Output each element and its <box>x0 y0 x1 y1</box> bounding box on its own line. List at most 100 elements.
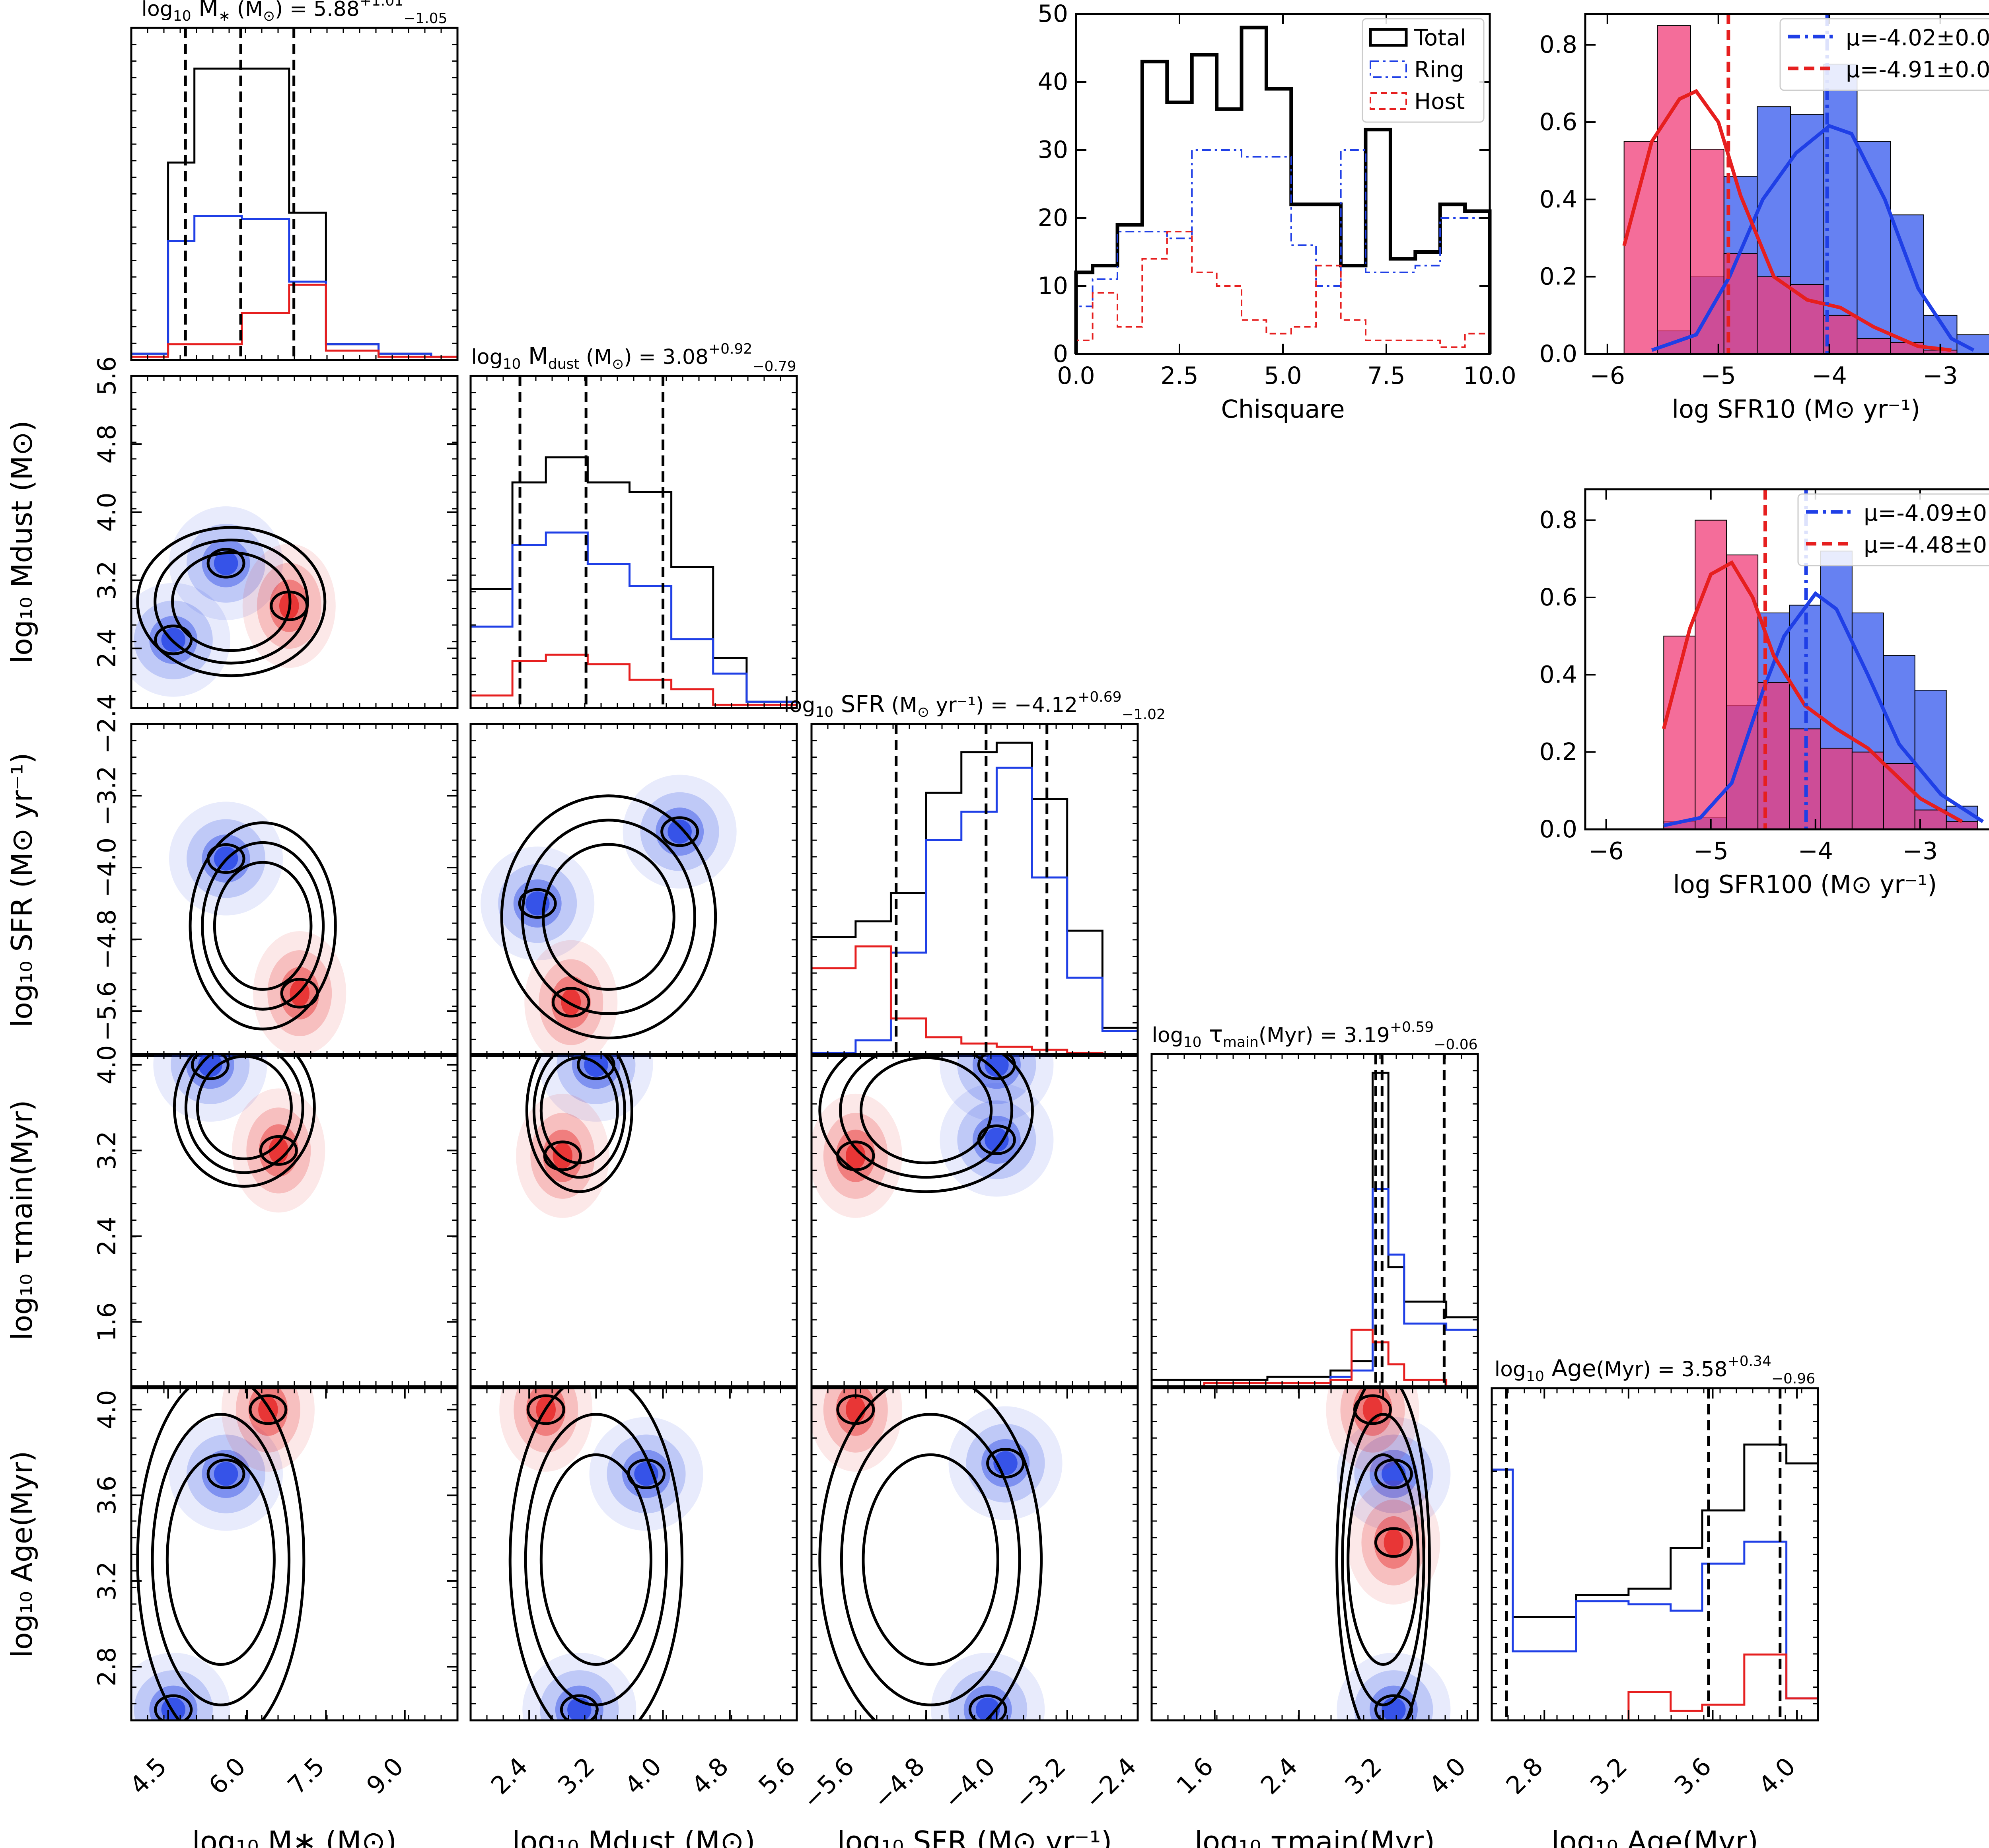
x-tick-label: −6 <box>1588 837 1623 865</box>
x-tick-label: 1.6 <box>1171 1752 1219 1800</box>
series-ring <box>1075 149 1491 354</box>
contour-level <box>196 1055 293 1161</box>
contour-level <box>136 1388 306 1720</box>
contour-level <box>151 1413 291 1706</box>
joint-density <box>499 1388 703 1720</box>
contour-peak <box>977 1124 1016 1155</box>
marginal-mdust-host <box>469 654 798 708</box>
host-bar <box>1890 342 1924 355</box>
contour-level <box>839 1054 1014 1179</box>
contour-peak <box>1374 1527 1413 1558</box>
y-axis-label-sfr: log₁₀ SFR (M⊙ yr⁻¹) <box>5 753 39 1027</box>
panel-frame <box>1491 1387 1819 1722</box>
joint-mstar-tau <box>130 1053 459 1387</box>
y-tick-label: 0 <box>1053 340 1068 368</box>
host-density <box>812 1388 902 1472</box>
x-tick-label: −3.2 <box>1008 1752 1071 1815</box>
x-tick-label: 4.5 <box>124 1752 172 1800</box>
y-tick-label: 0.6 <box>1539 584 1577 611</box>
host-bar <box>1690 149 1724 354</box>
contour-level <box>508 1388 683 1720</box>
contour-level <box>862 1453 999 1666</box>
x-tick-label: 2.4 <box>485 1752 533 1800</box>
contour-peak <box>526 1394 565 1425</box>
contour-level <box>136 526 327 677</box>
marginal-mdust-ring <box>469 531 798 708</box>
joint-mdust-tau <box>469 1053 798 1387</box>
contour-peak <box>206 1458 245 1489</box>
x-tick-label: 3.2 <box>1339 1752 1387 1800</box>
contour-level <box>521 819 696 1015</box>
marginal-age-host <box>1492 1653 1819 1722</box>
contour-level <box>1341 1413 1425 1706</box>
corner-plot <box>130 27 1819 1722</box>
ring-density <box>634 1462 658 1486</box>
contour-peak <box>551 987 590 1018</box>
contour-level <box>818 1388 1043 1720</box>
ring-density <box>214 1462 238 1486</box>
joint-mdust-age <box>469 1387 798 1722</box>
host-kde <box>1622 89 1952 352</box>
legend-label-ring: μ=-4.09±0.03 <box>1864 500 1989 526</box>
x-tick-label: 2.4 <box>1255 1752 1303 1800</box>
host-density <box>1326 1388 1419 1472</box>
y-tick-label: 0.0 <box>1539 340 1577 368</box>
x-tick-label: 9.0 <box>361 1752 409 1800</box>
legend-box <box>1797 493 1989 566</box>
contour-peak <box>259 1135 298 1166</box>
contour-peak <box>270 590 309 621</box>
contour-peak <box>206 548 245 579</box>
joint-density <box>131 506 336 697</box>
y-tick-label: 50 <box>1038 0 1068 28</box>
x-tick-label: 4.0 <box>619 1752 667 1800</box>
ring-density <box>161 1697 186 1720</box>
host-density <box>499 1388 593 1472</box>
y-tick-label: 20 <box>1038 204 1068 232</box>
x-axis-label-sfr: log₁₀ SFR (M⊙ yr⁻¹) <box>837 1825 1112 1848</box>
x-tick-label: 4.0 <box>1753 1752 1801 1800</box>
y-tick-label: −2.4 <box>92 694 121 754</box>
contour-level <box>539 1453 652 1666</box>
corner-y-axis-labels: 2.4 3.2 4.0 4.8 5.6 −5.6 −4.8 −4.0 −3.2 −2.4 1.6 2.… <box>5 356 121 1687</box>
marginal-age <box>1491 1387 1819 1722</box>
marginal-tau-host <box>1152 1329 1478 1387</box>
corner-x-axis-labels: 4.5 6.0 7.5 9.0 2.4 3.2 4.0 4.8 5.6−5.6 −4.8 −4.0−… <box>124 1752 1801 1848</box>
ring-density <box>214 551 238 576</box>
host-bar <box>1790 284 1824 355</box>
host-kde <box>1662 560 1963 823</box>
host-density <box>221 1388 315 1472</box>
y-tick-label: −4.0 <box>92 838 121 898</box>
contour-peak <box>518 888 557 919</box>
host-bar <box>1695 519 1727 830</box>
contour-peak <box>560 1694 599 1720</box>
chisquare-histogram: 0.0 2.5 5.0 7.5 10.0 0 10 20 30 40 50 Chisquare Tota… <box>1038 0 1516 424</box>
ring-density <box>985 1054 1009 1077</box>
title-age: log10 Age(Myr) = 3.58+0.34−0.96 <box>1495 1353 1815 1387</box>
y-tick-label: 4.8 <box>92 424 121 464</box>
legend-label-ring: μ=-4.02±0.04 <box>1846 25 1989 51</box>
title-tau: log10 τmain(Myr) = 3.19+0.59−0.06 <box>1152 1019 1477 1053</box>
y-tick-label: 0.4 <box>1539 185 1577 213</box>
x-tick-label: 3.2 <box>1584 1752 1633 1800</box>
x-tick-label: −4.0 <box>938 1752 1001 1815</box>
x-tick-label: −3 <box>1923 362 1958 390</box>
contour-level <box>532 1054 626 1179</box>
y-tick-label: 0.2 <box>1539 738 1577 766</box>
y-tick-label: 2.4 <box>92 629 121 668</box>
contour-peak <box>191 1054 230 1080</box>
host-bar <box>1663 636 1696 830</box>
contour-peak <box>249 1394 288 1425</box>
y-tick-label: 4.0 <box>92 492 121 532</box>
x-tick-label: 3.6 <box>1669 1752 1717 1800</box>
host-bar <box>1946 821 1978 830</box>
marginal-sfr <box>810 723 1139 1057</box>
joint-tau-age <box>1150 1387 1479 1722</box>
marginal-sfr-total <box>810 741 1139 1056</box>
x-tick-label: −5 <box>1701 362 1736 390</box>
contour-level <box>184 1054 304 1174</box>
y-axis-label-tau: log₁₀ τmain(Myr) <box>5 1100 39 1340</box>
host-density <box>1384 1529 1404 1556</box>
y-tick-label: 3.6 <box>92 1476 121 1515</box>
legend-swatch-total <box>1369 28 1408 47</box>
contour-peak <box>627 1458 666 1489</box>
